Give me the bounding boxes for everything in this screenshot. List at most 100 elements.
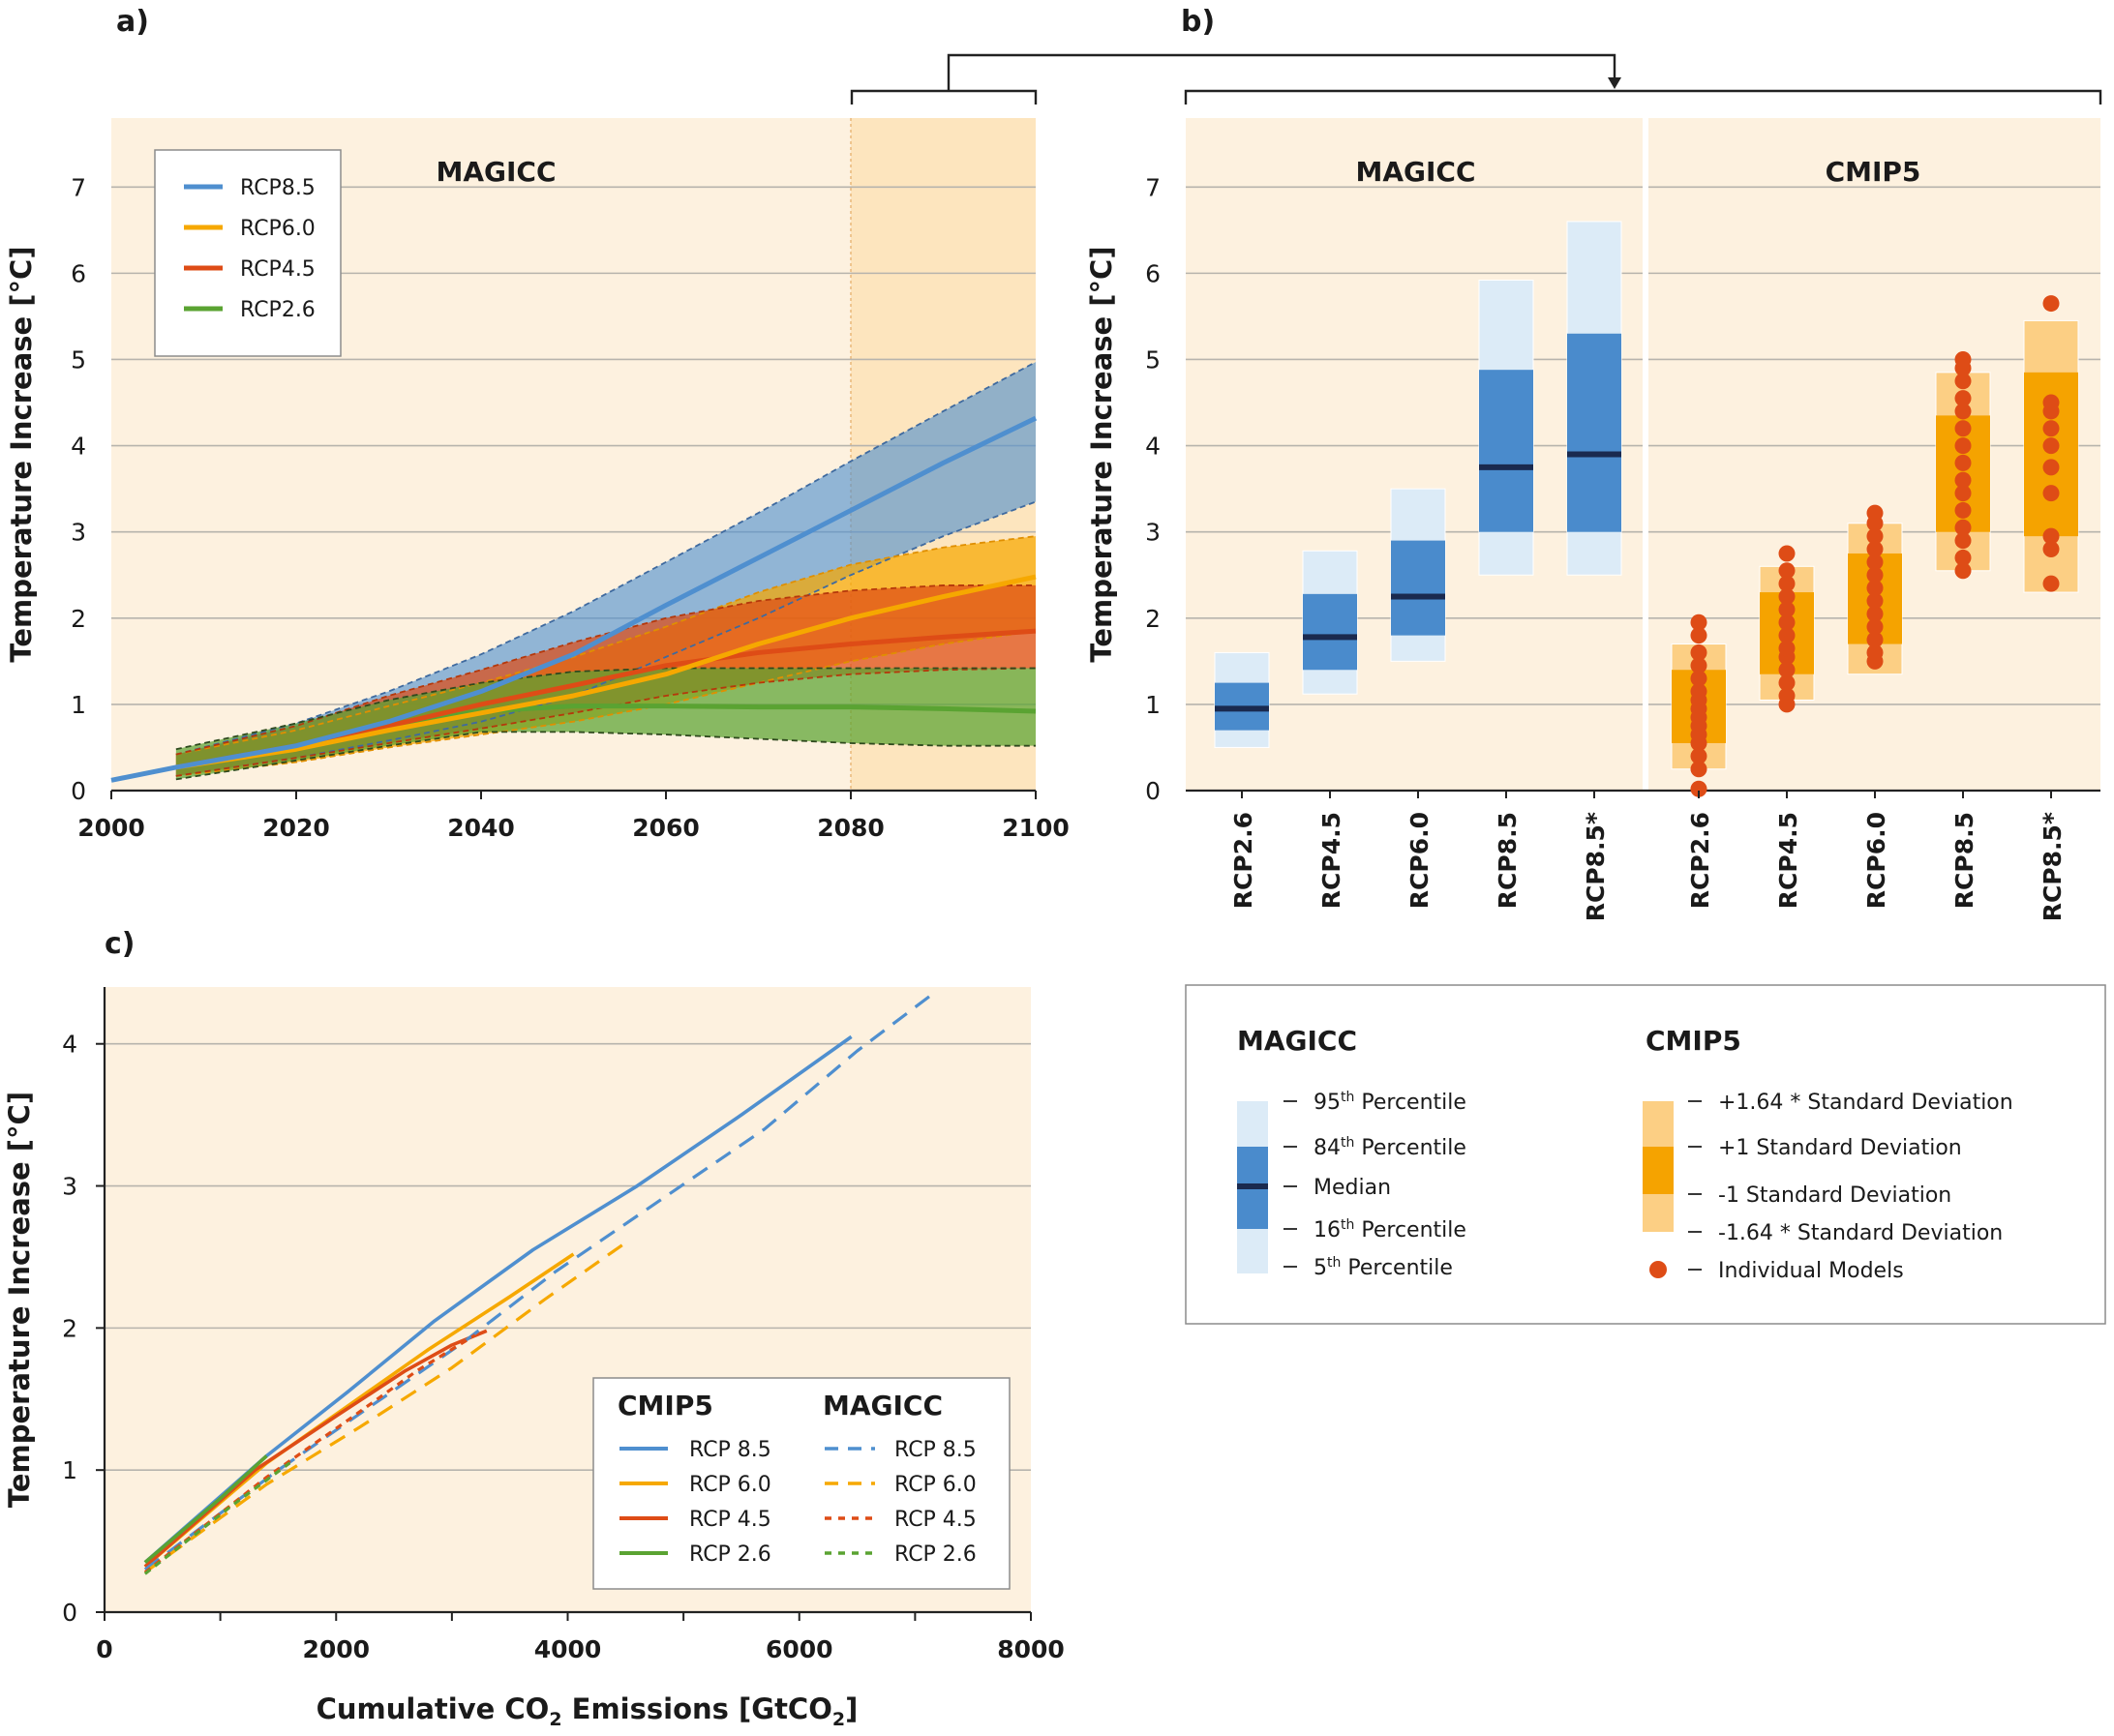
individual-model-point (1954, 562, 1972, 580)
panel-a-chart: 0 1 2 3 4 5 6 7 2000 2020 2040 2060 2080 2100 MAGICC Te… (5, 118, 1070, 842)
individual-model-point (1778, 562, 1796, 580)
key-legend: MAGICC CMIP5 95th Percentile 84th Percent… (1185, 984, 2106, 1325)
key-magicc-label: 16th Percentile (1314, 1217, 1466, 1242)
x-tick-label-c: 6000 (766, 1635, 833, 1663)
legend-c-label: RCP 8.5 (689, 1438, 771, 1462)
individual-model-point (1778, 674, 1796, 692)
individual-model-point (1954, 373, 1972, 390)
individual-model-point (1778, 575, 1796, 592)
cmip5-line-rcp60 (143, 1252, 575, 1569)
x-tick-label-c: 2000 (302, 1635, 370, 1663)
cmip5-line-rcp85 (143, 1034, 853, 1564)
magicc-16-84-range (1567, 333, 1621, 532)
individual-model-point (1866, 554, 1884, 571)
individual-model-point (1690, 780, 1707, 797)
period-bracket-b (1184, 89, 2102, 105)
x-tick-label-a: 2060 (632, 814, 700, 842)
y-tick-label-a: 7 (71, 173, 86, 201)
y-axis-title-a: Temperature Increase [°C] (5, 246, 38, 662)
individual-model-point (1866, 504, 1884, 522)
y-tick-label-c: 1 (62, 1456, 77, 1484)
individual-model-point (1954, 549, 1972, 566)
legend-c-label: RCP 8.5 (894, 1438, 977, 1462)
individual-model-point (2042, 394, 2060, 411)
key-cmip5-label: +1.64 * Standard Deviation (1718, 1091, 2013, 1115)
x-tick-label-b: RCP8.5 (1950, 812, 1978, 909)
individual-model-point (1954, 350, 1972, 368)
y-tick-label-b: 4 (1145, 433, 1161, 461)
x-tick-label-a: 2100 (1002, 814, 1070, 842)
individual-model-point (2042, 295, 2060, 313)
y-axis-title-c: Temperature Increase [°C] (3, 1092, 36, 1508)
legend-c-label: RCP 2.6 (689, 1542, 771, 1567)
key-magicc-title: MAGICC (1237, 1025, 1357, 1057)
individual-model-point (1954, 501, 1972, 519)
individual-model-point (1778, 588, 1796, 606)
x-tick-label-b: RCP4.5 (1317, 812, 1345, 909)
individual-model-point (2042, 485, 2060, 502)
individual-model-point (1690, 670, 1707, 687)
individual-model-point (1866, 580, 1884, 597)
x-axis-title-c: Cumulative CO2 Emissions [GtCO2] (317, 1692, 859, 1730)
y-tick-label-a: 2 (71, 605, 86, 633)
uncertainty-band-rcp26 (175, 668, 1037, 780)
individual-model-point (1866, 631, 1884, 648)
panel-b-label: b) (1181, 5, 1215, 39)
magicc-16-84-range (1479, 370, 1533, 532)
individual-model-point (1866, 527, 1884, 545)
lower-bound-rcp26 (175, 731, 1036, 781)
x-tick-label-c: 8000 (997, 1635, 1065, 1663)
x-tick-label-a: 2020 (262, 814, 330, 842)
period-bracket-a (850, 89, 1038, 105)
connector-bracket (947, 53, 1616, 91)
individual-model-point (2042, 541, 2060, 558)
individual-model-point (1954, 471, 1972, 489)
y-tick-label-b: 7 (1145, 173, 1161, 201)
individual-model-point (1778, 545, 1796, 562)
individual-model-point (1866, 592, 1884, 610)
individual-model-point (1690, 657, 1707, 674)
y-tick-label-c: 4 (62, 1031, 77, 1059)
x-tick-label-a: 2040 (447, 814, 515, 842)
x-tick-label-b: RCP2.6 (1229, 812, 1257, 909)
median-line-rcp60 (175, 574, 1037, 770)
individual-model-point (2042, 420, 2060, 437)
y-tick-label-b: 6 (1145, 259, 1161, 287)
legend-c-label: RCP 2.6 (894, 1542, 977, 1567)
median-line-rcp85 (110, 415, 1038, 783)
legend-a: RCP8.5 RCP6.0 RCP4.5 RCP2.6 (154, 149, 342, 357)
key-individual-model-point (1649, 1261, 1667, 1278)
individual-model-point (1690, 747, 1707, 764)
x-tick-label-a: 2080 (817, 814, 885, 842)
legend-c-label: RCP 6.0 (894, 1473, 977, 1497)
x-tick-label-b: RCP8.5* (2038, 812, 2067, 921)
x-tick-label-b: RCP8.5 (1494, 812, 1522, 909)
individual-model-point (2042, 527, 2060, 545)
y-axis-title-b: Temperature Increase [°C] (1085, 246, 1118, 662)
x-tick-label-b: RCP6.0 (1862, 812, 1890, 909)
individual-model-point (1954, 485, 1972, 502)
x-tick-label-c: 0 (96, 1635, 112, 1663)
legend-c: CMIP5 MAGICC RCP 8.5 RCP 8.5 RCP 6.0 RCP 6.0 R… (592, 1377, 1011, 1590)
y-tick-label-a: 4 (71, 433, 86, 461)
y-tick-label-a: 3 (71, 519, 86, 547)
y-tick-label-a: 5 (71, 345, 86, 374)
panel-c-label: c) (105, 927, 136, 961)
individual-model-point (1954, 437, 1972, 455)
individual-model-point (2042, 437, 2060, 455)
panel-a-label: a) (116, 5, 149, 39)
x-tick-label-b: RCP6.0 (1405, 812, 1434, 909)
individual-model-point (1690, 761, 1707, 778)
legend-a-label: RCP2.6 (240, 298, 316, 322)
individual-model-point (1778, 661, 1796, 678)
y-tick-label-b: 1 (1145, 691, 1161, 719)
key-cmip5-label: Individual Models (1718, 1259, 1904, 1283)
y-tick-label-a: 0 (71, 777, 86, 805)
individual-model-point (1954, 390, 1972, 407)
key-cmip5-range-mid (1643, 1147, 1674, 1194)
title-b-magicc: MAGICC (1355, 156, 1475, 188)
y-tick-label-b: 2 (1145, 605, 1161, 633)
key-magicc-label: 84th Percentile (1314, 1135, 1466, 1160)
individual-model-point (1690, 683, 1707, 701)
